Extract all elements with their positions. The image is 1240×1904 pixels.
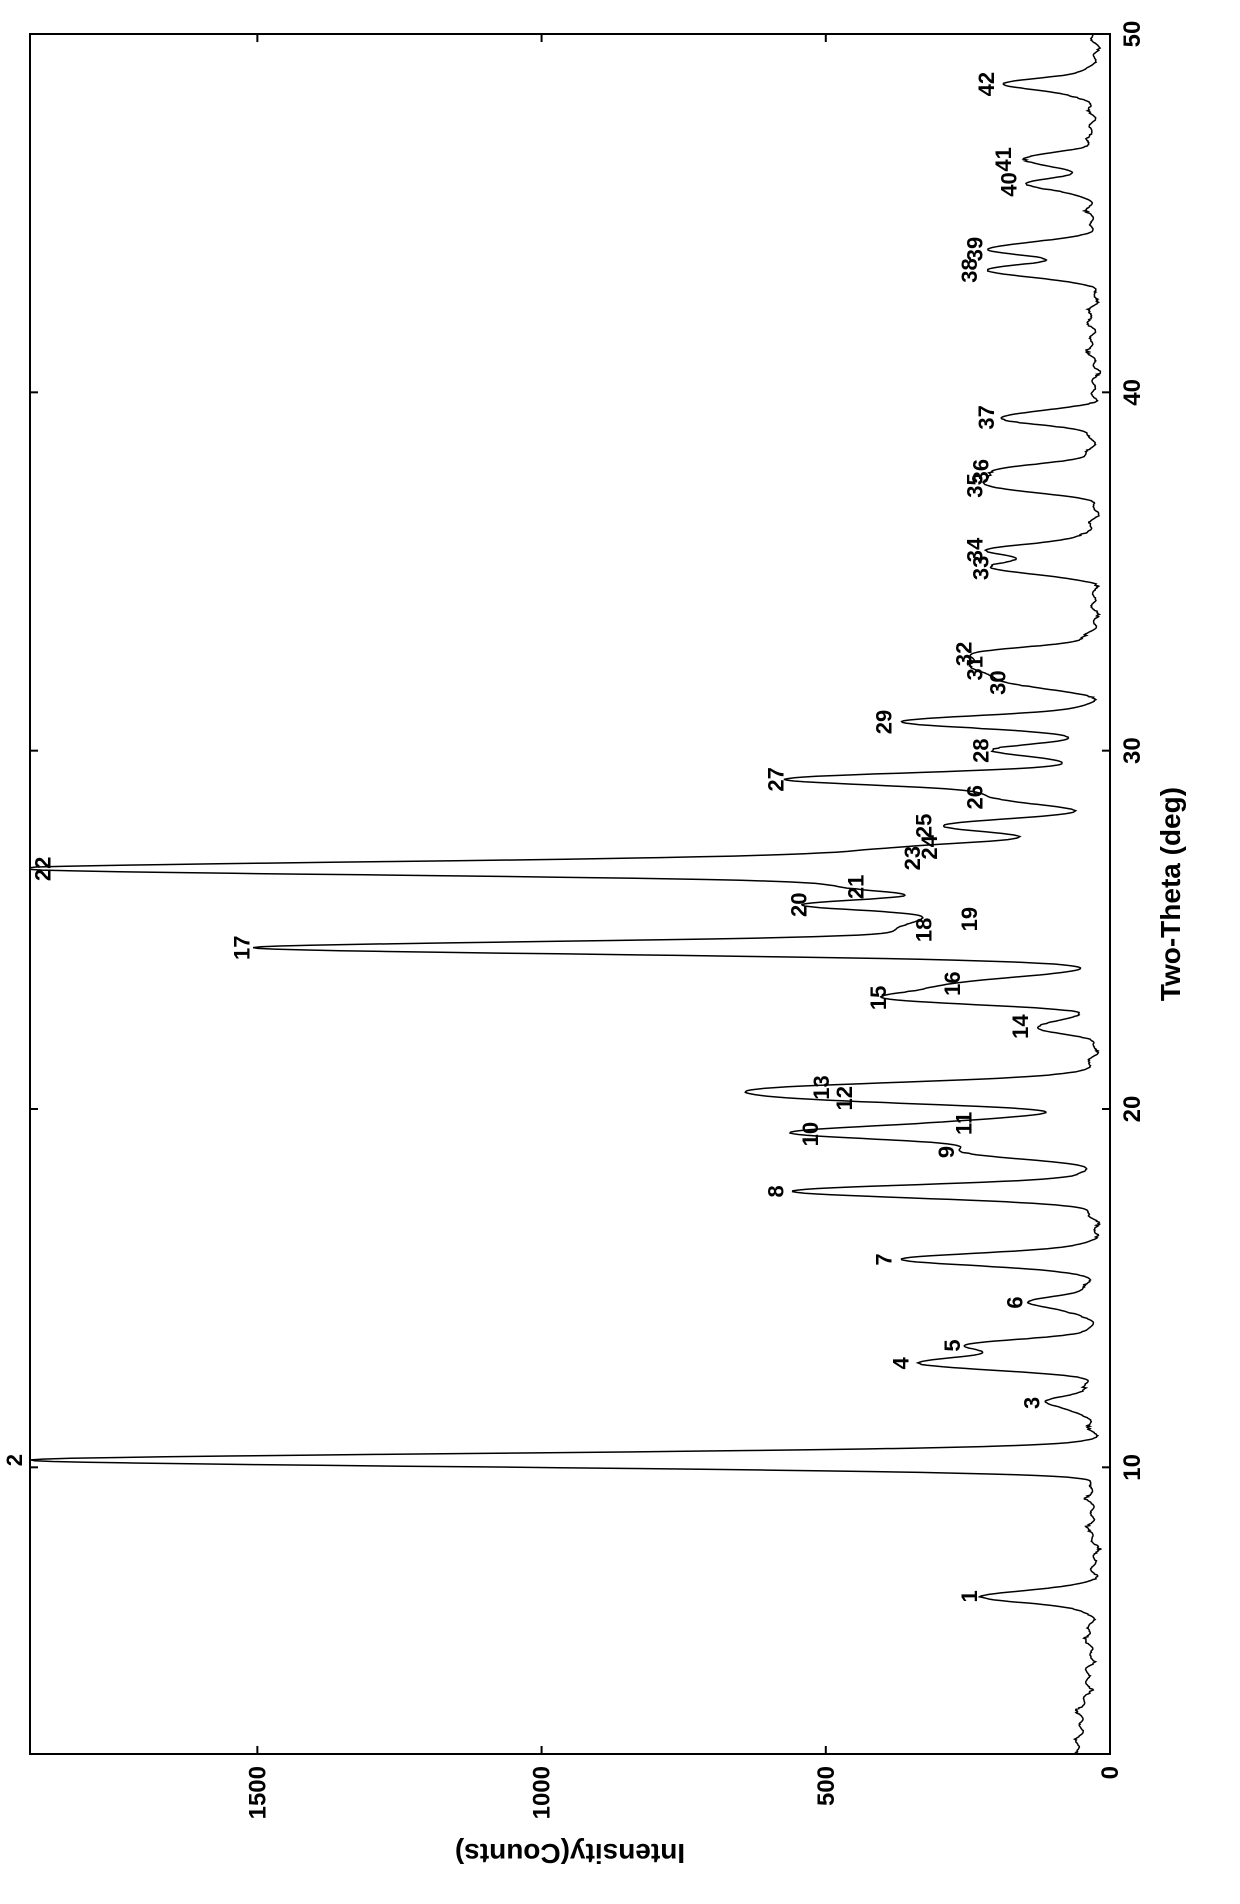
peak-label-13: 13 <box>809 1075 834 1099</box>
svg-text:50: 50 <box>1119 21 1146 48</box>
svg-text:500: 500 <box>813 1766 840 1806</box>
peak-label-41: 41 <box>991 147 1016 171</box>
peak-label-36: 36 <box>968 459 993 483</box>
peak-label-19: 19 <box>957 907 982 931</box>
xrd-chart: 1020304050050010001500Two-Theta (deg)Int… <box>0 0 1240 1904</box>
svg-text:40: 40 <box>1119 379 1146 406</box>
peak-label-3: 3 <box>1019 1397 1044 1409</box>
peak-label-8: 8 <box>764 1185 789 1197</box>
peak-label-4: 4 <box>889 1357 914 1370</box>
svg-text:Two-Theta (deg): Two-Theta (deg) <box>1155 787 1186 1001</box>
peak-label-42: 42 <box>974 72 999 96</box>
peak-label-5: 5 <box>940 1339 965 1351</box>
peak-label-22: 22 <box>30 857 55 881</box>
peak-label-40: 40 <box>997 172 1022 196</box>
peak-label-24: 24 <box>917 834 942 859</box>
svg-text:Intensity(Counts): Intensity(Counts) <box>455 1838 685 1869</box>
svg-text:1000: 1000 <box>529 1766 556 1819</box>
peak-label-27: 27 <box>764 767 789 791</box>
peak-label-32: 32 <box>951 642 976 666</box>
chart-container: 1020304050050010001500Two-Theta (deg)Int… <box>0 0 1240 1904</box>
peak-label-12: 12 <box>832 1086 857 1110</box>
peak-label-17: 17 <box>229 936 254 960</box>
peak-label-37: 37 <box>974 405 999 429</box>
peak-label-10: 10 <box>798 1122 823 1146</box>
peak-label-39: 39 <box>963 237 988 261</box>
peak-label-9: 9 <box>934 1146 959 1158</box>
peak-label-20: 20 <box>786 893 811 917</box>
peak-label-11: 11 <box>951 1112 976 1135</box>
peak-label-1: 1 <box>957 1590 982 1602</box>
peak-label-14: 14 <box>1008 1014 1033 1039</box>
svg-text:0: 0 <box>1097 1766 1124 1779</box>
peak-label-38: 38 <box>957 258 982 282</box>
svg-text:1500: 1500 <box>244 1766 271 1819</box>
peak-label-2: 2 <box>2 1454 27 1466</box>
peak-label-6: 6 <box>1002 1296 1027 1308</box>
peak-label-18: 18 <box>911 918 936 942</box>
peak-label-28: 28 <box>968 738 993 762</box>
peak-label-15: 15 <box>866 986 891 1010</box>
peak-label-16: 16 <box>940 971 965 995</box>
viewport: 1020304050050010001500Two-Theta (deg)Int… <box>0 0 1240 1904</box>
svg-text:20: 20 <box>1119 1096 1146 1123</box>
svg-text:10: 10 <box>1119 1454 1146 1481</box>
peak-label-26: 26 <box>963 785 988 809</box>
peak-label-21: 21 <box>843 875 868 899</box>
peak-label-29: 29 <box>872 710 897 734</box>
peak-label-25: 25 <box>911 814 936 838</box>
peak-label-30: 30 <box>985 670 1010 694</box>
svg-text:30: 30 <box>1119 737 1146 764</box>
peak-label-7: 7 <box>872 1253 897 1265</box>
peak-label-34: 34 <box>963 537 988 562</box>
